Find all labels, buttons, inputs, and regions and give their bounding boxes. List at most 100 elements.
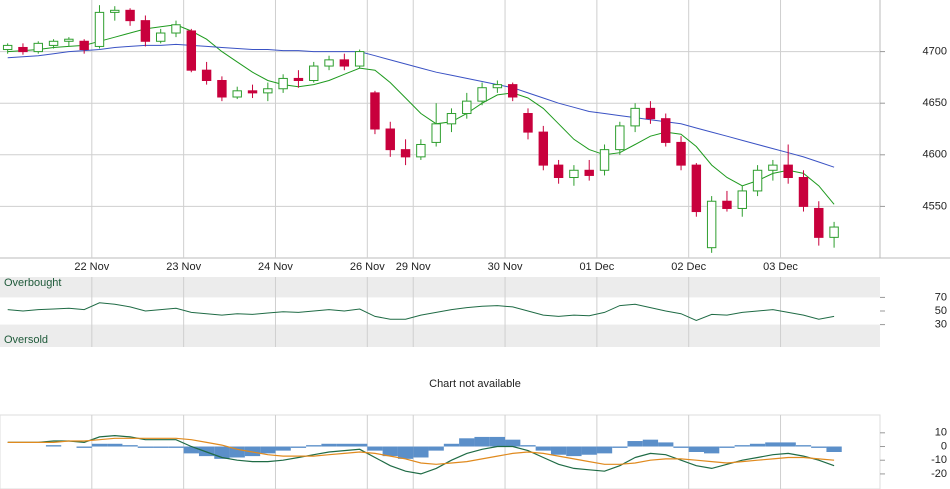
histogram-bar (76, 446, 92, 448)
overbought-label: Overbought (4, 277, 61, 289)
histogram-bar (505, 439, 521, 447)
histogram-bar (428, 446, 444, 451)
candle-body (94, 11, 105, 47)
candle-body (752, 169, 763, 192)
y-tick-label: 70 (935, 291, 947, 303)
histogram-bar (734, 445, 750, 447)
candle-body (615, 125, 625, 151)
y-tick-label: 0 (941, 440, 947, 452)
histogram-bar (826, 446, 842, 452)
histogram-bar (704, 446, 720, 454)
candle-body (599, 149, 610, 171)
x-tick-label: 02 Dec (671, 261, 706, 273)
histogram-bar (382, 446, 398, 457)
histogram-bar (566, 446, 582, 457)
candle-body (79, 40, 89, 51)
x-tick-label: 24 Nov (258, 261, 293, 273)
candle-body (263, 88, 273, 94)
candle-body (462, 100, 472, 115)
candle-body (18, 46, 28, 53)
candle-body (492, 84, 503, 89)
histogram-bar (688, 446, 704, 452)
candle-body (217, 79, 227, 98)
histogram-bar (535, 446, 551, 451)
candle-body (125, 9, 135, 22)
histogram-bar (765, 442, 781, 447)
histogram-bar (673, 446, 689, 448)
candle-body (661, 118, 671, 143)
histogram-bar (229, 446, 245, 458)
candle-body (201, 69, 212, 81)
histogram-bar (811, 446, 827, 448)
candle-body (110, 9, 120, 13)
candle-body (507, 84, 518, 98)
histogram-bar (137, 446, 154, 448)
histogram-bar (260, 446, 276, 454)
histogram-bar (45, 445, 62, 447)
x-tick-label: 30 Nov (488, 261, 523, 273)
histogram-bar (780, 442, 796, 447)
x-tick-label: 26 Nov (350, 261, 385, 273)
histogram-bar (443, 443, 460, 447)
histogram-bar (290, 446, 307, 448)
histogram-bar (581, 446, 597, 455)
histogram-bar (183, 446, 199, 454)
candle-body (171, 24, 181, 34)
candle-body (64, 38, 74, 42)
histogram-bar (596, 446, 613, 454)
macd-line (7, 434, 835, 475)
histogram-bar (719, 446, 735, 448)
candle-body (584, 169, 594, 176)
histogram-bar (306, 445, 322, 447)
histogram-bar (627, 441, 643, 447)
x-tick-label: 23 Nov (166, 261, 201, 273)
y-tick-label: -20 (931, 468, 947, 480)
candle-body (798, 177, 809, 207)
candle-body (706, 200, 717, 249)
histogram-bar (550, 446, 567, 455)
candle-body (722, 200, 732, 209)
y-tick-label: 50 (935, 305, 947, 317)
histogram-bar (275, 446, 291, 451)
candle-body (523, 113, 533, 133)
candle-body (155, 32, 166, 42)
candle-body (676, 141, 686, 166)
histogram-bar (749, 443, 766, 447)
macd-line (7, 437, 835, 465)
y-tick-label: 10 (935, 427, 947, 439)
x-tick-label: 01 Dec (579, 261, 614, 273)
histogram-bar (352, 443, 368, 447)
candle-body (446, 113, 457, 125)
candle-body (783, 164, 793, 179)
candle-body (48, 40, 59, 46)
neutral-band (0, 297, 880, 325)
candle-body (768, 164, 778, 171)
candle-body (553, 164, 564, 179)
candle-body (293, 77, 304, 81)
y-tick-label: 4650 (923, 97, 947, 109)
histogram-bar (367, 446, 383, 451)
candle-body (278, 77, 288, 90)
histogram-bar (336, 443, 352, 447)
histogram-bar (489, 436, 506, 447)
histogram-bar (459, 438, 475, 447)
candle-body (140, 20, 151, 42)
histogram-bar (91, 443, 108, 447)
candle-body (829, 226, 839, 238)
histogram-bar (795, 445, 812, 447)
y-tick-label: 4700 (923, 46, 947, 58)
notice: Chart not available (429, 378, 521, 390)
histogram-bar (642, 439, 659, 447)
histogram-bar (168, 446, 184, 448)
histogram-bar (122, 445, 138, 447)
histogram-bar (658, 442, 674, 447)
histogram-bar (321, 443, 337, 447)
x-tick-label: 29 Nov (396, 261, 431, 273)
y-tick-label: 4600 (923, 149, 947, 161)
candle-body (431, 123, 441, 143)
rsi-line (7, 302, 835, 322)
candle-body (309, 65, 319, 81)
candle-body (2, 44, 13, 51)
x-tick-label: 03 Dec (763, 261, 798, 273)
